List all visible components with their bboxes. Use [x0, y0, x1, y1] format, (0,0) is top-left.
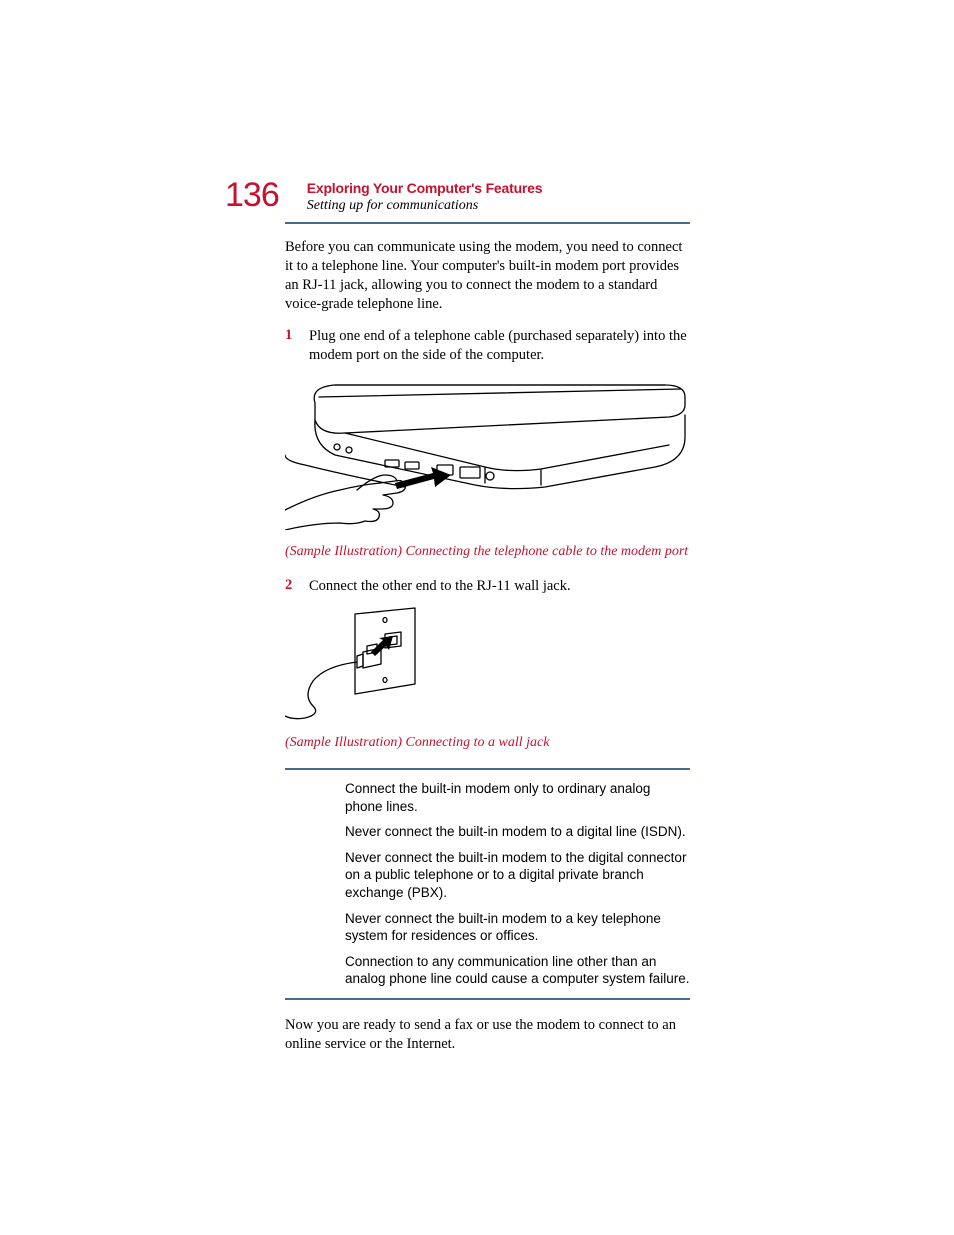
illustration-laptop-modem [285, 375, 695, 535]
closing-paragraph: Now you are ready to send a fax or use t… [285, 1016, 690, 1054]
page-number: 136 [225, 178, 279, 212]
header-rule [285, 222, 690, 224]
note-items: Connect the built-in modem only to ordin… [345, 780, 690, 987]
caption-2: (Sample Illustration) Connecting to a wa… [285, 734, 690, 752]
illustration-wall-jack [285, 606, 695, 726]
page-header: 136 Exploring Your Computer's Features S… [225, 180, 695, 214]
warning-note-block: Connect the built-in modem only to ordin… [285, 768, 690, 999]
note-item: Connect the built-in modem only to ordin… [345, 780, 690, 815]
step-number: 2 [285, 577, 309, 596]
note-item: Connection to any communication line oth… [345, 953, 690, 988]
manual-page: 136 Exploring Your Computer's Features S… [225, 180, 695, 1066]
step-1: 1 Plug one end of a telephone cable (pur… [285, 327, 690, 365]
intro-paragraph: Before you can communicate using the mod… [285, 238, 690, 315]
step-text: Connect the other end to the RJ-11 wall … [309, 577, 571, 596]
step-text: Plug one end of a telephone cable (purch… [309, 327, 690, 365]
chapter-title: Exploring Your Computer's Features [307, 180, 543, 196]
note-rule-bottom [285, 998, 690, 1000]
note-item: Never connect the built-in modem to a di… [345, 823, 690, 841]
section-title: Setting up for communications [307, 198, 543, 214]
caption-1: (Sample Illustration) Connecting the tel… [285, 543, 690, 561]
header-titles: Exploring Your Computer's Features Setti… [307, 180, 543, 214]
step-number: 1 [285, 327, 309, 365]
step-2: 2 Connect the other end to the RJ-11 wal… [285, 577, 690, 596]
note-rule-top [285, 768, 690, 770]
note-item: Never connect the built-in modem to the … [345, 849, 690, 902]
note-item: Never connect the built-in modem to a ke… [345, 910, 690, 945]
